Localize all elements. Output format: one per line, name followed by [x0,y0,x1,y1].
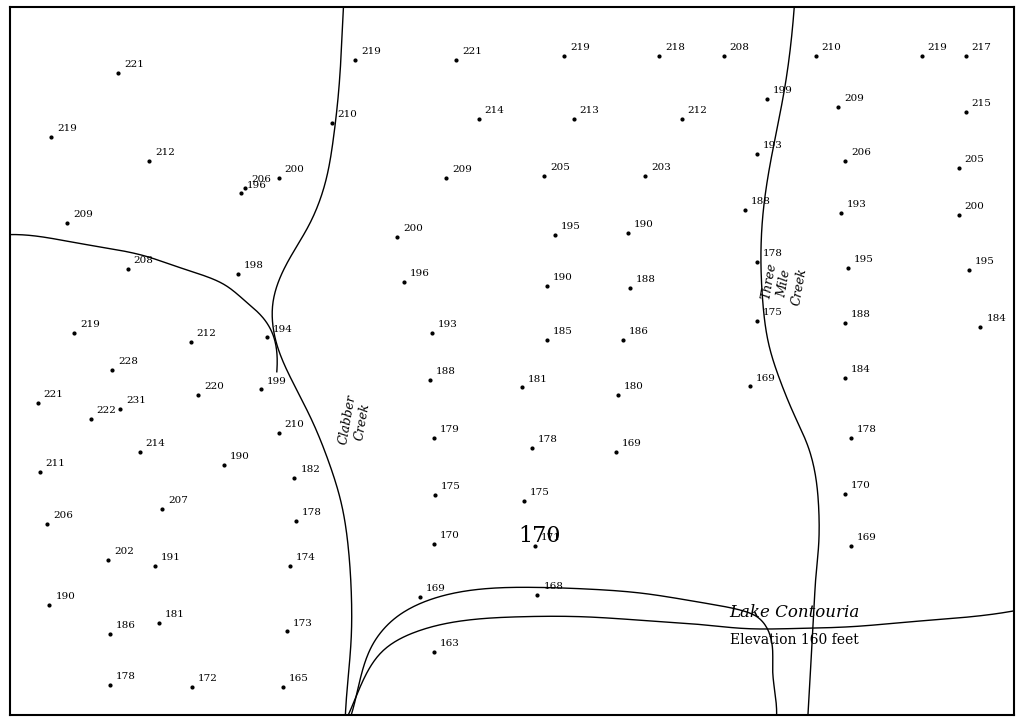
Text: 212: 212 [156,148,175,157]
Text: 231: 231 [126,396,145,405]
Text: 178: 178 [538,435,557,444]
Text: 169: 169 [622,439,642,448]
Text: 188: 188 [752,197,771,206]
Text: 221: 221 [44,390,63,399]
Text: 190: 190 [553,273,573,282]
Text: Elevation 160 feet: Elevation 160 feet [730,633,858,648]
Text: 219: 219 [57,123,77,133]
Text: 168: 168 [544,583,563,591]
Text: 210: 210 [285,419,304,429]
Text: 196: 196 [247,180,266,189]
Text: 217: 217 [972,43,991,52]
Text: 170: 170 [518,526,561,547]
Text: 198: 198 [244,261,263,270]
Text: 200: 200 [403,224,423,232]
Text: 188: 188 [851,310,871,319]
Text: 190: 190 [634,219,653,229]
Text: 210: 210 [338,110,357,119]
Text: 211: 211 [45,458,66,468]
Text: 175: 175 [763,308,782,317]
Text: 170: 170 [439,531,460,540]
Text: 212: 212 [197,329,216,339]
Text: 170: 170 [851,482,871,490]
Text: 213: 213 [580,106,599,115]
Text: Lake Contouria: Lake Contouria [729,604,859,622]
Text: 221: 221 [462,47,482,56]
Text: Three
Mile
Creek: Three Mile Creek [760,261,809,306]
Text: 208: 208 [134,256,154,265]
Text: 191: 191 [161,553,181,562]
Text: 181: 181 [165,610,185,619]
Text: 193: 193 [763,142,782,150]
Text: 199: 199 [773,87,793,95]
Text: 196: 196 [410,269,430,278]
Text: 200: 200 [965,202,985,211]
Text: 214: 214 [145,439,165,448]
Text: 188: 188 [435,367,456,375]
Text: 218: 218 [665,43,685,52]
Text: 205: 205 [965,155,985,164]
Text: 178: 178 [116,672,136,682]
Text: 172: 172 [198,674,217,684]
Text: 205: 205 [550,163,570,172]
Text: 200: 200 [285,165,304,174]
Text: 195: 195 [975,257,994,266]
Text: 202: 202 [114,547,134,556]
Text: 219: 219 [928,43,947,52]
Text: 171: 171 [541,534,560,542]
Text: 214: 214 [484,106,505,115]
Text: 209: 209 [73,210,93,219]
Text: 175: 175 [440,482,461,492]
Text: 193: 193 [437,320,458,329]
Text: 178: 178 [857,425,877,435]
Text: 179: 179 [439,425,460,435]
Text: 195: 195 [561,222,581,230]
Text: 207: 207 [168,496,187,505]
Text: 190: 190 [55,592,75,601]
Text: 199: 199 [267,376,287,386]
Text: 220: 220 [204,383,224,391]
Text: 210: 210 [821,43,842,52]
Text: 188: 188 [636,274,655,284]
Text: 180: 180 [624,383,644,391]
Text: 184: 184 [986,314,1007,323]
Text: 209: 209 [453,165,472,174]
Text: 175: 175 [529,488,550,497]
Text: 219: 219 [569,43,590,52]
Text: 228: 228 [118,357,138,366]
Text: 185: 185 [553,328,573,336]
Text: 206: 206 [53,510,74,520]
Text: 194: 194 [272,325,293,334]
Text: 206: 206 [851,148,871,157]
Text: 178: 178 [302,508,323,517]
Text: 169: 169 [426,584,445,593]
Text: 173: 173 [293,619,312,627]
Text: 165: 165 [289,674,308,684]
Text: Clabber
Creek: Clabber Creek [337,393,374,448]
Text: 178: 178 [763,249,782,258]
Text: 203: 203 [651,163,671,172]
Text: 184: 184 [851,365,871,374]
Text: 186: 186 [116,622,136,630]
Text: 182: 182 [300,465,321,474]
Text: 193: 193 [847,200,867,209]
Text: 221: 221 [124,60,143,69]
Text: 169: 169 [756,373,776,383]
Text: 163: 163 [439,639,460,648]
Text: 206: 206 [251,175,271,183]
Text: 215: 215 [972,99,991,108]
Text: 186: 186 [629,328,648,336]
Text: 209: 209 [844,95,864,103]
Text: 208: 208 [729,43,750,52]
Text: 174: 174 [295,553,315,562]
Text: 190: 190 [229,452,250,461]
Text: 222: 222 [96,406,117,415]
Text: 195: 195 [854,255,873,264]
Text: 212: 212 [687,106,708,115]
Text: 219: 219 [80,320,99,329]
Text: 169: 169 [857,534,877,542]
Text: 219: 219 [361,47,381,56]
Text: 181: 181 [527,375,548,383]
